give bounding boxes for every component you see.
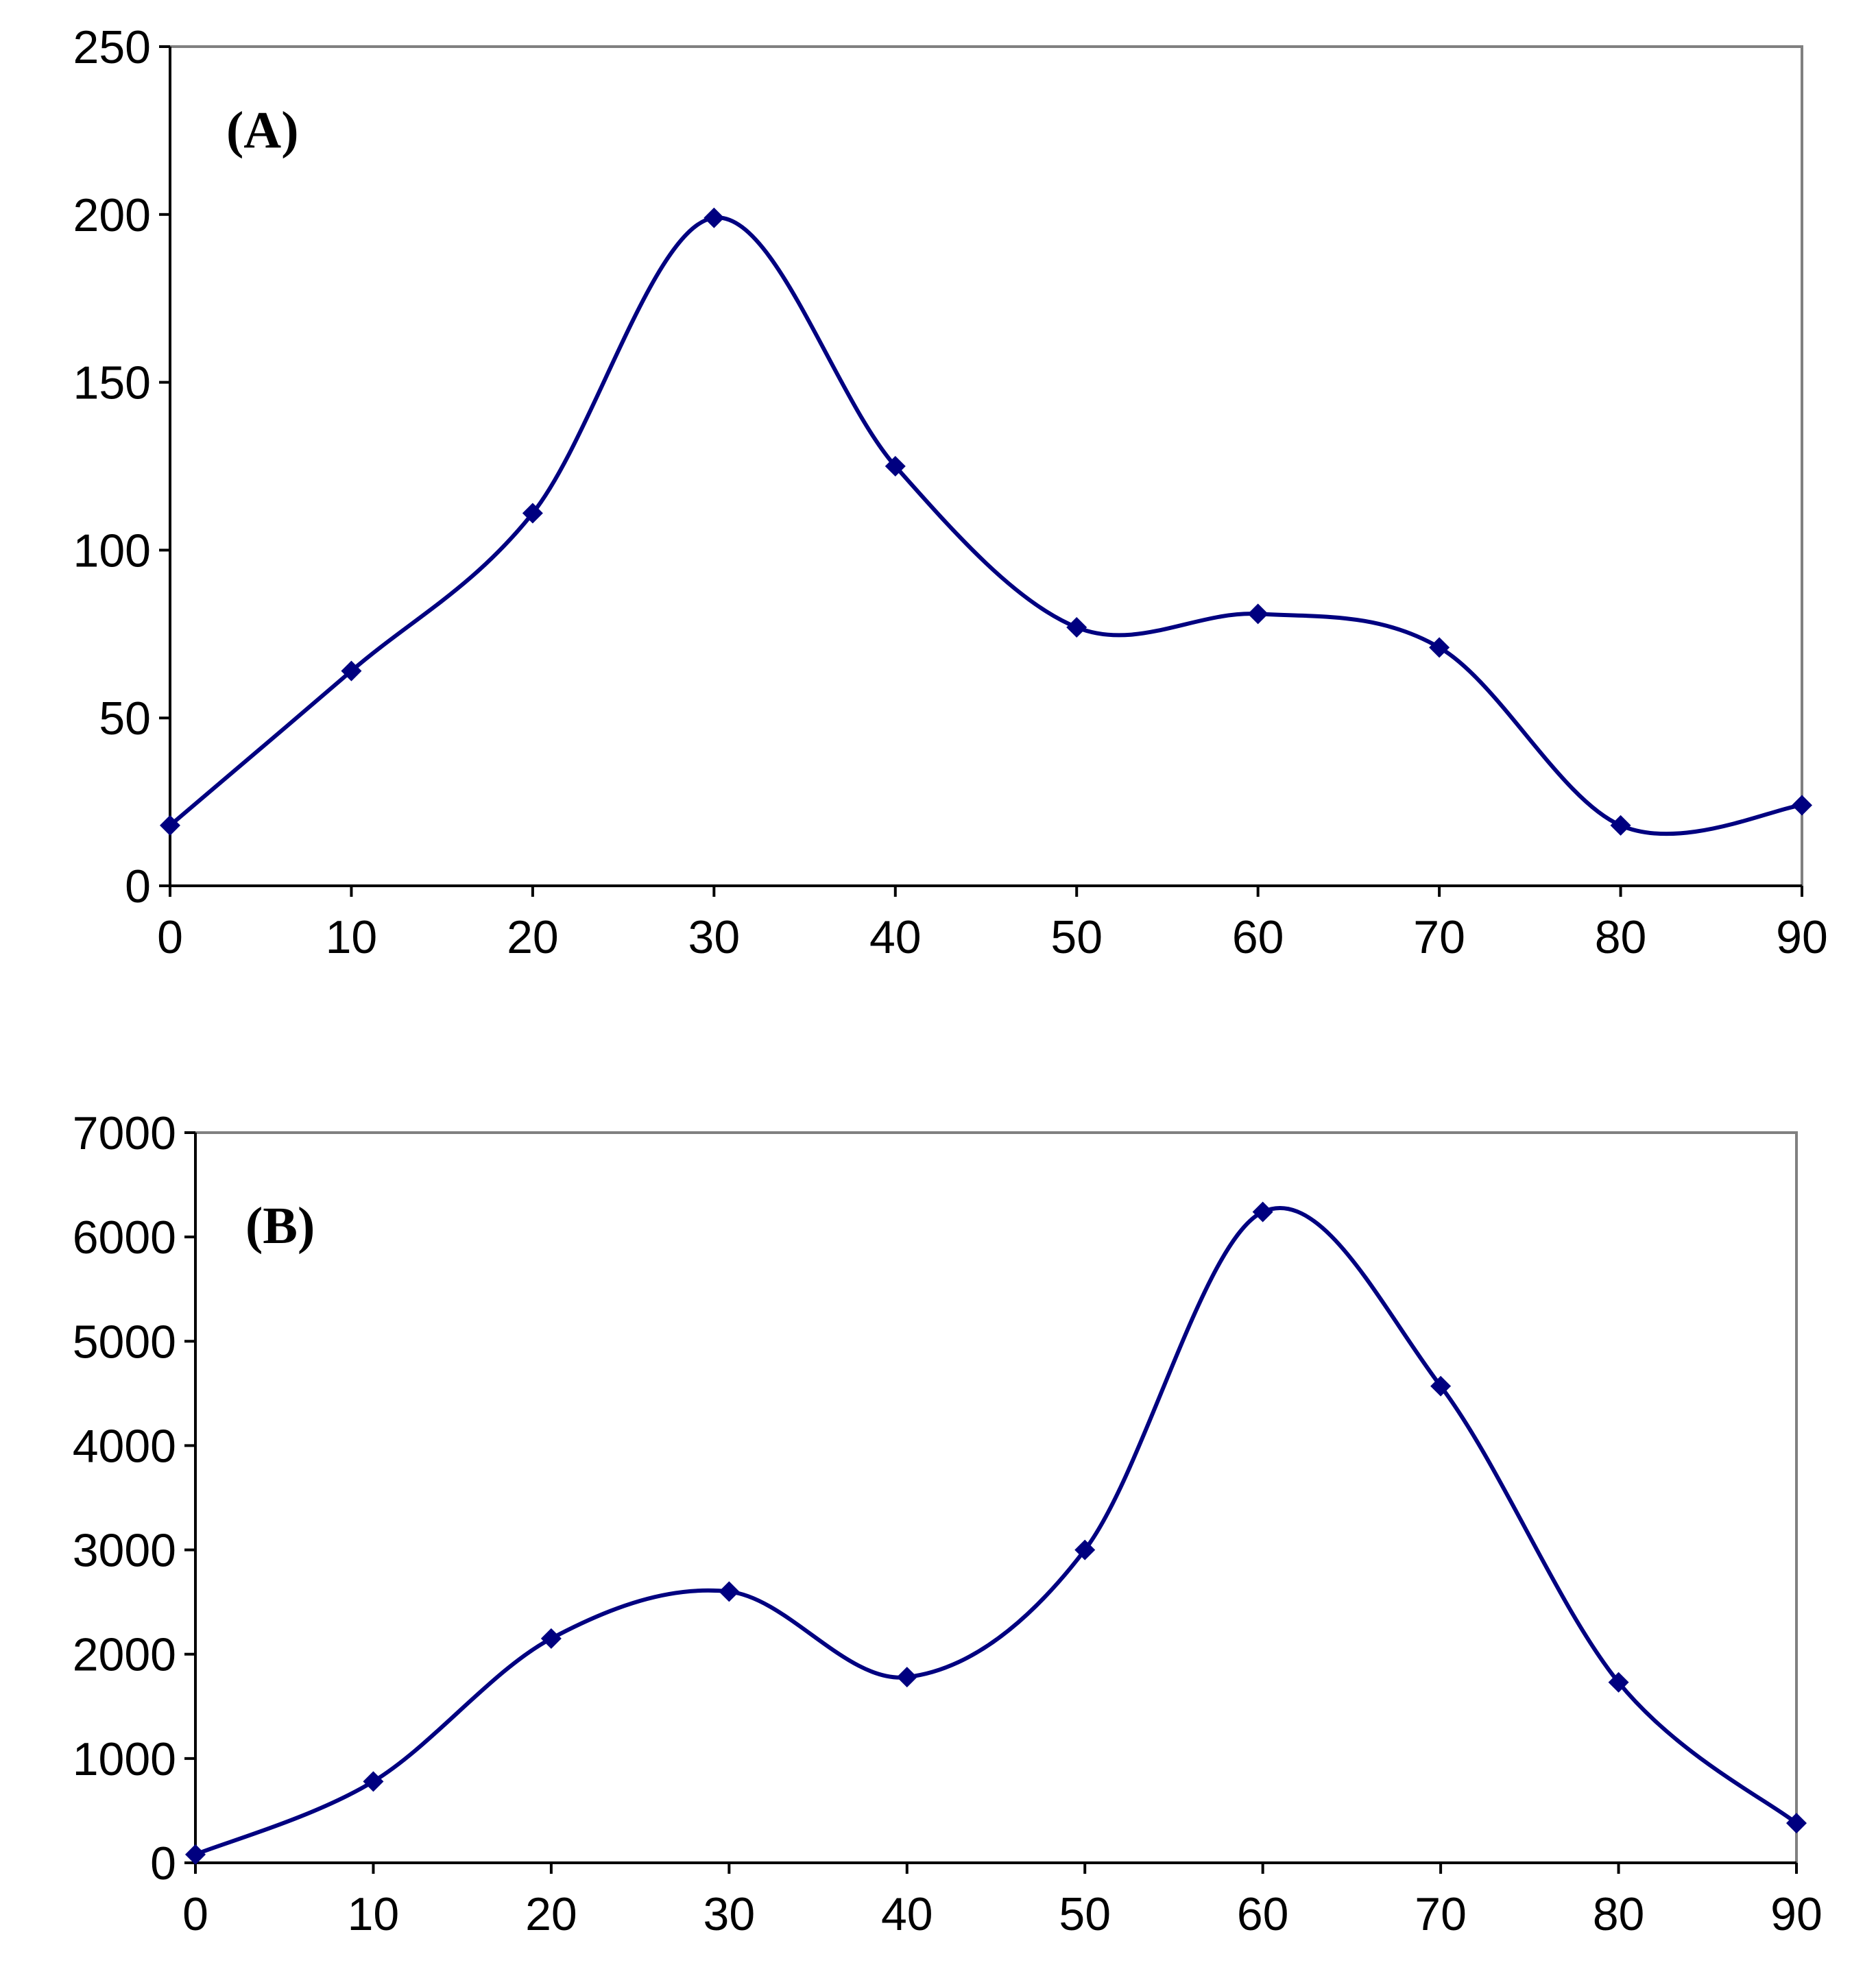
data-point-marker [363,1771,384,1792]
y-tick-label: 200 [73,189,151,241]
x-tick-label: 60 [1237,1888,1289,1940]
series-line [169,215,1803,836]
data-point-marker [1608,1672,1629,1693]
data-point-marker [896,1667,917,1688]
panel-b: 0 1000 2000 3000 4000 5000 6000 7000 0 10 20 30 40 50… [73,1107,1823,1940]
data-point-marker [704,207,725,228]
panel-label: (B) [245,1197,315,1255]
x-tick-label: 40 [881,1888,933,1940]
y-tick-label: 5000 [73,1316,176,1368]
x-tick-label: 50 [1050,911,1103,963]
y-tick-label: 150 [73,357,151,409]
x-tick-label: 40 [869,911,922,963]
y-tick-label: 50 [99,692,151,745]
x-tick-label: 30 [704,1888,756,1940]
x-tick-label: 10 [326,911,378,963]
x-tick-label: 80 [1595,911,1647,963]
x-tick-label: 20 [507,911,559,963]
panel-label: (A) [226,101,299,159]
data-point-marker [1066,617,1087,638]
x-tick-label: 60 [1232,911,1284,963]
data-point-marker [1792,795,1812,816]
y-tick-label: 6000 [73,1211,176,1264]
plot-frame [194,1131,1798,1864]
x-tick-label: 10 [348,1888,400,1940]
data-point-marker [185,1844,206,1865]
data-point-marker [885,456,906,477]
x-tick-label: 90 [1776,911,1828,963]
data-point-marker [341,660,362,682]
series-line [194,1205,1798,1857]
y-tick-label: 250 [73,21,151,73]
y-tick-label: 0 [150,1837,176,1890]
x-tick-label: 80 [1593,1888,1645,1940]
y-tick-label: 1000 [73,1733,176,1785]
x-tick-label: 30 [688,911,741,963]
data-point-marker [1429,637,1450,658]
x-tick-label: 0 [182,1888,208,1940]
data-point-marker [1247,603,1268,625]
y-tick-label: 3000 [73,1525,176,1577]
data-point-marker [540,1628,562,1649]
data-point-marker [1430,1375,1452,1397]
data-point-marker [160,815,180,836]
data-point-marker [1610,815,1631,836]
plot-frame [169,45,1803,887]
x-tick-label: 0 [157,911,183,963]
x-tick-label: 50 [1059,1888,1111,1940]
x-tick-label: 70 [1413,911,1465,963]
data-point-marker [1786,1813,1807,1834]
y-tick-label: 7000 [73,1107,176,1159]
x-tick-label: 70 [1415,1888,1467,1940]
y-tick-label: 2000 [73,1629,176,1681]
x-tick-label: 90 [1770,1888,1823,1940]
data-point-marker [522,503,543,524]
y-tick-label: 100 [73,524,151,577]
data-point-marker [1074,1539,1096,1560]
x-tick-label: 20 [525,1888,577,1940]
data-point-marker [719,1581,740,1602]
data-point-marker [1252,1201,1273,1222]
y-tick-label: 0 [125,860,151,913]
y-tick-label: 4000 [73,1420,176,1472]
panel-a: 0 50 100 150 200 250 0 10 20 30 40 50 60 70 80 90 (A) [73,21,1828,963]
